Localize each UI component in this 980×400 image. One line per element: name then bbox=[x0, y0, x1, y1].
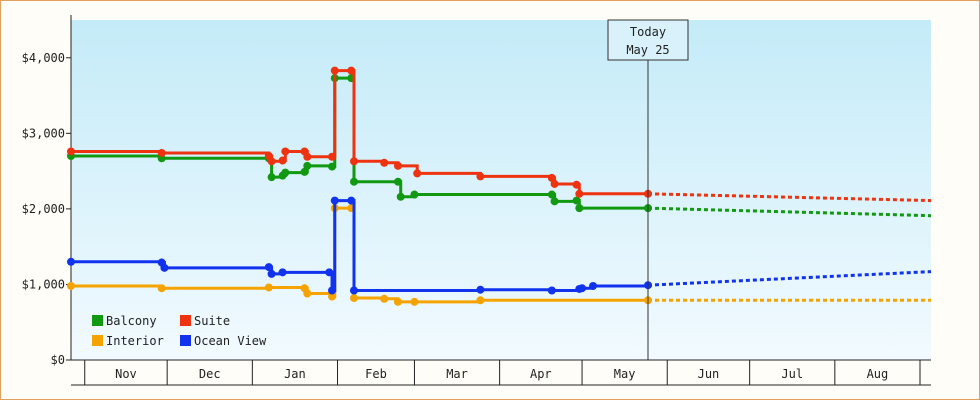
data-point bbox=[281, 168, 290, 177]
data-point bbox=[393, 161, 402, 170]
legend-label: Ocean View bbox=[194, 334, 267, 348]
data-point bbox=[160, 263, 169, 272]
today-label: Today bbox=[630, 25, 666, 39]
y-tick-label: $4,000 bbox=[22, 51, 65, 65]
x-tick-label: Jul bbox=[781, 367, 803, 381]
x-tick-label: May bbox=[614, 367, 636, 381]
y-axis: $0 $1,000 $2,000 $3,000 $4,000 bbox=[22, 15, 72, 367]
x-tick-label: Apr bbox=[530, 367, 552, 381]
series-layer bbox=[67, 66, 932, 306]
data-point bbox=[303, 289, 312, 298]
data-point bbox=[550, 197, 559, 206]
data-point bbox=[575, 189, 584, 198]
data-point bbox=[547, 173, 556, 182]
legend-swatch bbox=[92, 335, 103, 346]
data-point bbox=[578, 284, 587, 293]
data-point bbox=[347, 196, 356, 205]
data-point bbox=[267, 269, 276, 278]
data-point bbox=[264, 263, 273, 272]
legend-label: Balcony bbox=[106, 314, 157, 328]
x-tick-label: Feb bbox=[365, 367, 387, 381]
data-point bbox=[350, 294, 359, 303]
data-point bbox=[350, 286, 359, 295]
data-point bbox=[157, 148, 166, 157]
x-tick-label: Aug bbox=[867, 367, 889, 381]
plot-area bbox=[71, 20, 931, 360]
data-point bbox=[350, 157, 359, 166]
x-tick-label: Nov bbox=[115, 367, 137, 381]
data-point bbox=[396, 192, 405, 201]
data-point bbox=[547, 286, 556, 295]
data-point bbox=[410, 297, 419, 306]
data-point bbox=[303, 161, 312, 170]
data-point bbox=[393, 177, 402, 186]
legend-swatch bbox=[180, 335, 191, 346]
forecast-line bbox=[647, 192, 932, 203]
data-point bbox=[330, 196, 339, 205]
today-date: May 25 bbox=[626, 43, 669, 57]
data-point bbox=[325, 268, 334, 277]
x-tick-label: Mar bbox=[446, 367, 468, 381]
legend-label: Interior bbox=[106, 334, 164, 348]
x-tick-label: Jun bbox=[698, 367, 720, 381]
data-point bbox=[350, 177, 359, 186]
data-point bbox=[264, 283, 273, 292]
data-point bbox=[380, 158, 389, 167]
y-tick-label: $1,000 bbox=[22, 277, 65, 291]
legend-swatch bbox=[180, 315, 191, 326]
forecast-line bbox=[647, 206, 932, 218]
data-point bbox=[328, 286, 337, 295]
data-point bbox=[330, 66, 339, 75]
y-tick-label: $2,000 bbox=[22, 202, 65, 216]
y-tick-label: $0 bbox=[51, 353, 65, 367]
today-marker: Today May 25 bbox=[607, 19, 689, 360]
data-point bbox=[550, 179, 559, 188]
data-point bbox=[413, 169, 422, 178]
data-point bbox=[476, 296, 485, 305]
data-point bbox=[267, 173, 276, 182]
data-point bbox=[303, 152, 312, 161]
data-point bbox=[572, 196, 581, 205]
data-point bbox=[67, 147, 75, 156]
x-axis: Nov Dec Jan Feb Mar Apr May Jun Jul Aug bbox=[71, 359, 931, 386]
data-point bbox=[410, 190, 419, 199]
data-point bbox=[67, 257, 75, 266]
legend-swatch bbox=[92, 315, 103, 326]
data-point bbox=[347, 66, 356, 75]
data-point bbox=[572, 180, 581, 189]
data-point bbox=[476, 285, 485, 294]
data-point bbox=[278, 268, 287, 277]
legend: Balcony Suite Interior Ocean View bbox=[92, 314, 267, 348]
data-point bbox=[328, 152, 337, 161]
x-tick-label: Jan bbox=[284, 367, 306, 381]
data-point bbox=[380, 294, 389, 303]
data-point bbox=[278, 156, 287, 165]
data-point bbox=[476, 172, 485, 181]
forecast-line bbox=[647, 270, 932, 287]
data-point bbox=[547, 190, 556, 199]
data-point bbox=[67, 281, 75, 290]
series-suite bbox=[67, 66, 932, 203]
data-point bbox=[393, 297, 402, 306]
y-tick-label: $3,000 bbox=[22, 126, 65, 140]
data-point bbox=[157, 284, 166, 293]
data-point bbox=[589, 281, 598, 290]
data-point bbox=[328, 162, 337, 171]
legend-label: Suite bbox=[194, 314, 230, 328]
data-point bbox=[281, 147, 290, 156]
data-point bbox=[328, 292, 337, 301]
today-box bbox=[607, 19, 689, 61]
series-ocean-view bbox=[67, 196, 932, 295]
data-point bbox=[267, 157, 276, 166]
data-point bbox=[575, 204, 584, 213]
x-tick-label: Dec bbox=[199, 367, 221, 381]
data-point bbox=[300, 167, 309, 176]
